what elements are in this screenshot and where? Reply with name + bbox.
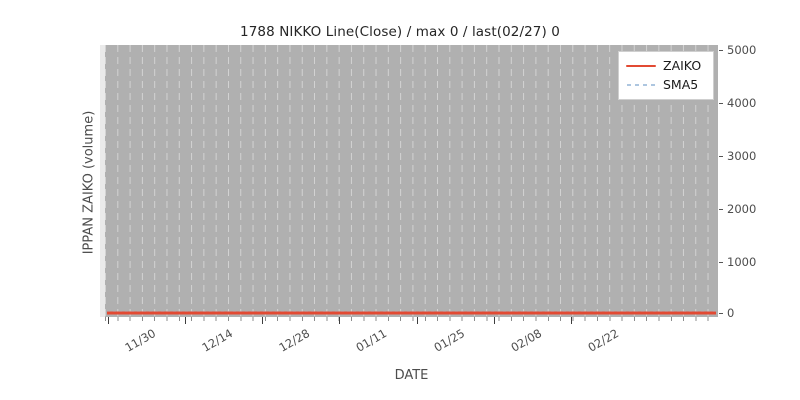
y-tick-mark (719, 102, 723, 104)
y-axis-tick: 5000 (719, 43, 756, 57)
legend-label-zaiko: ZAIKO (663, 58, 702, 73)
legend-item-sma5[interactable]: SMA5 (626, 75, 706, 94)
y-tick-mark (719, 49, 723, 51)
x-tick-label: 01/25 (431, 326, 468, 355)
y-tick-mark (719, 312, 723, 314)
legend-label-sma5: SMA5 (663, 77, 699, 92)
plot-area (105, 45, 718, 317)
legend-swatch-solid-icon (626, 60, 656, 72)
x-tick-label: 02/08 (508, 326, 545, 355)
x-tick-mark (185, 317, 186, 324)
y-axis-tick: 4000 (719, 96, 756, 110)
x-axis-title: DATE (394, 368, 429, 383)
y-axis-tick: 2000 (719, 202, 756, 216)
y-tick-label: 2000 (727, 202, 757, 216)
x-tick-mark (108, 317, 109, 324)
chart-title: 1788 NIKKO Line(Close) / max 0 / last(02… (240, 24, 560, 40)
y-axis-tick: 1000 (719, 255, 756, 269)
x-tick-label: 01/11 (353, 326, 390, 355)
x-tick-label: 12/28 (276, 326, 313, 355)
x-tick-label: 02/22 (585, 326, 622, 355)
plot-left-margin-band (100, 45, 105, 317)
y-tick-label: 1000 (727, 255, 757, 269)
x-tick-mark (262, 317, 263, 324)
vertical-gridlines (105, 45, 718, 317)
series-container (107, 311, 716, 315)
y-axis-tick: 3000 (719, 149, 756, 163)
x-tick-mark (571, 317, 572, 324)
x-tick-label: 12/14 (199, 326, 236, 355)
y-axis-title: IPPAN ZAIKO (volume) (81, 110, 97, 255)
y-tick-label: 3000 (727, 149, 757, 163)
x-axis-minor-ticks (105, 317, 718, 321)
x-tick-mark (417, 317, 418, 324)
y-axis-tick: 0 (719, 306, 734, 320)
legend-item-zaiko[interactable]: ZAIKO (626, 56, 706, 75)
x-tick-mark (494, 317, 495, 324)
y-tick-mark (719, 208, 723, 210)
legend-swatch-dotted-icon (626, 79, 656, 91)
x-tick-mark (339, 317, 340, 324)
y-tick-label: 5000 (727, 43, 757, 57)
y-tick-mark (719, 261, 723, 263)
x-tick-label: 11/30 (122, 326, 159, 355)
y-tick-mark (719, 155, 723, 157)
y-tick-label: 0 (727, 306, 735, 320)
y-tick-label: 4000 (727, 96, 757, 110)
chart-legend[interactable]: ZAIKO SMA5 (618, 51, 714, 100)
